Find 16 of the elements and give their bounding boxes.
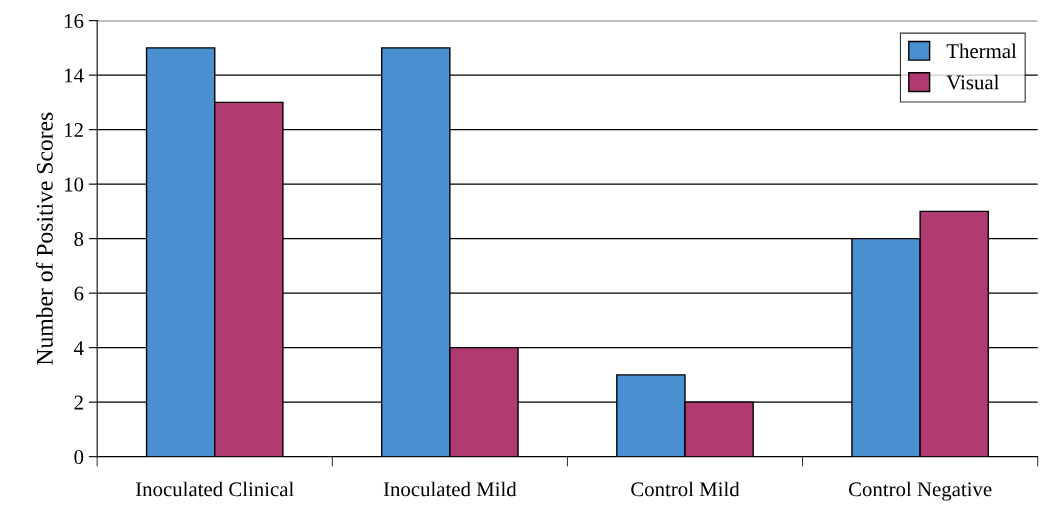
y-tick-label: 14 [64,68,84,83]
y-axis-title: Number of Positive Scores [35,112,53,365]
legend-label: Visual [946,74,1000,90]
x-tick-label: Inoculated Mild [383,481,517,497]
y-tick-label: 12 [64,123,83,137]
y-tick-label: 2 [74,395,83,410]
y-tick-label: 4 [73,341,84,355]
x-tick-label: Control Negative [848,481,992,501]
y-tick-label: 10 [64,177,84,192]
x-tick-label: Inoculated Clinical [135,481,294,497]
y-tick-label: 6 [74,286,84,301]
legend-label: Thermal [946,43,1017,59]
y-tick-label: 8 [74,232,84,247]
y-tick-label: 16 [64,14,84,29]
y-tick-label: 0 [74,450,84,465]
x-tick-label: Control Mild [631,481,740,497]
